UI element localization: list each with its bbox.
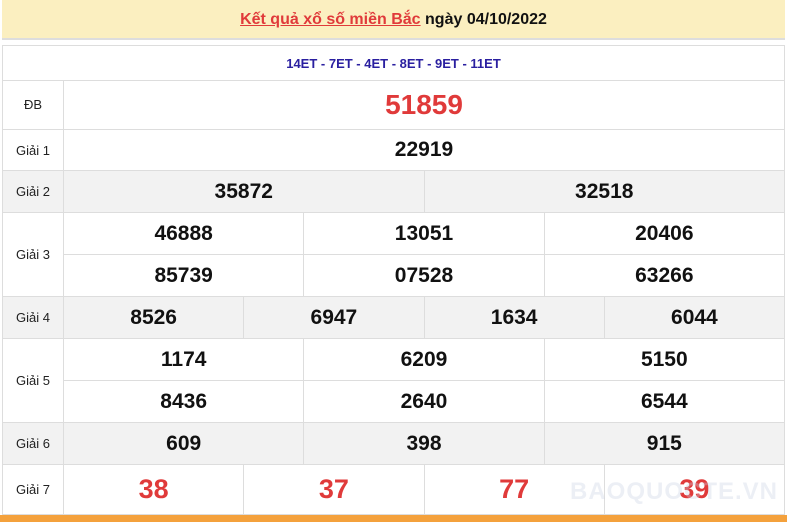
prize-number: 07528 bbox=[304, 255, 545, 296]
prize-number: 398 bbox=[304, 423, 545, 464]
prize-label: Giải 2 bbox=[3, 171, 64, 212]
prize-number: 51859 bbox=[385, 88, 463, 120]
prize-number: 39 bbox=[679, 474, 710, 504]
prize-row-g3: Giải 3 46888 13051 20406 85739 07528 632… bbox=[2, 213, 785, 297]
prize-label: Giải 7 bbox=[3, 465, 64, 514]
prize-number: 20406 bbox=[635, 221, 694, 245]
prize-label: Giải 3 bbox=[3, 213, 64, 296]
prize-number: 1634 bbox=[425, 297, 605, 338]
prize-row-g1: Giải 1 22919 bbox=[2, 130, 785, 171]
prize-label: Giải 6 bbox=[3, 423, 64, 464]
prize-number: 1174 bbox=[64, 339, 305, 380]
bottom-bar bbox=[0, 515, 787, 522]
prize-number: 22919 bbox=[394, 138, 454, 161]
draw-codes: 14ET - 7ET - 4ET - 8ET - 9ET - 11ET bbox=[2, 45, 785, 81]
prize-number: 6209 bbox=[304, 339, 545, 380]
prize-number: 63266 bbox=[635, 263, 694, 287]
prize-row-g5: Giải 5 1174 6209 5150 8436 2640 6544 bbox=[2, 339, 785, 423]
prize-number: 77 bbox=[425, 465, 605, 514]
prize-number: 609 bbox=[64, 423, 305, 464]
prize-label: Giải 4 bbox=[3, 297, 64, 338]
prize-number: 13051 bbox=[304, 213, 545, 254]
watermark: BAOQUOCTE.VN bbox=[570, 478, 779, 505]
prize-label: ĐB bbox=[3, 80, 64, 129]
prize-number: 8436 bbox=[64, 381, 305, 422]
prize-number: 2640 bbox=[304, 381, 545, 422]
prize-number: 5150 bbox=[640, 347, 688, 371]
prize-number: 46888 bbox=[64, 213, 305, 254]
prize-row-g4: Giải 4 8526 6947 1634 6044 bbox=[2, 297, 785, 339]
prize-number: 37 bbox=[244, 465, 425, 514]
prize-number: 85739 bbox=[64, 255, 305, 296]
prize-number: 38 bbox=[64, 465, 245, 514]
results-title: Kết quả xổ số miền Bắc ngày 04/10/2022 bbox=[2, 0, 785, 40]
prize-number: 35872 bbox=[64, 171, 425, 212]
prize-label: Giải 1 bbox=[3, 130, 64, 170]
prize-number: 6044 bbox=[671, 305, 718, 329]
prize-row-db: ĐB 51859 bbox=[2, 80, 785, 130]
prize-number: 6947 bbox=[244, 297, 425, 338]
prize-row-g2: Giải 2 35872 32518 bbox=[2, 171, 785, 213]
prize-number: 32518 bbox=[575, 179, 634, 203]
prize-number: 6544 bbox=[640, 389, 688, 413]
prize-number: 8526 bbox=[64, 297, 245, 338]
prize-number: 915 bbox=[646, 431, 682, 455]
prize-label: Giải 5 bbox=[3, 339, 64, 422]
results-date: ngày 04/10/2022 bbox=[425, 11, 547, 28]
prize-row-g7: Giải 7 38 37 77 39 bbox=[2, 465, 785, 515]
results-title-link[interactable]: Kết quả xổ số miền Bắc bbox=[240, 11, 421, 28]
prize-row-g6: Giải 6 609 398 915 bbox=[2, 423, 785, 465]
